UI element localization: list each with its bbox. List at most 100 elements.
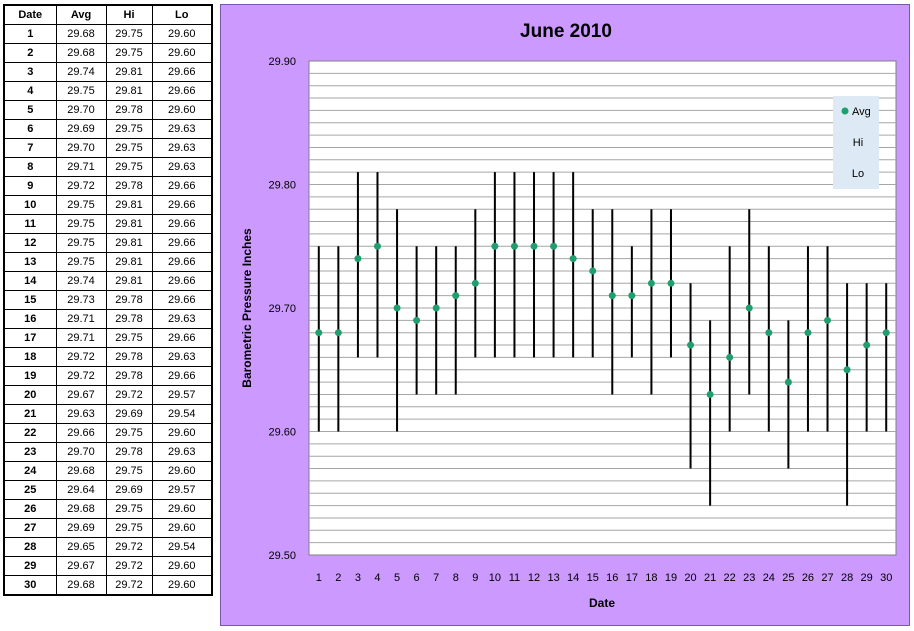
cell-lo: 29.63 (151, 442, 213, 462)
x-tick-label: 26 (802, 572, 814, 584)
avg-point (569, 255, 577, 263)
table-row: 19 29.72 29.78 29.66 (3, 366, 213, 386)
table-row: 5 29.70 29.78 29.60 (3, 100, 213, 120)
x-tick-label: 8 (453, 572, 459, 584)
table-row: 14 29.74 29.81 29.66 (3, 271, 213, 291)
cell-date: 22 (3, 423, 57, 443)
cell-hi: 29.81 (105, 62, 153, 82)
avg-point (413, 316, 421, 324)
avg-point (471, 279, 479, 287)
cell-avg: 29.74 (55, 271, 107, 291)
avg-point (824, 316, 832, 324)
data-table: Date Avg Hi Lo 1 29.68 29.75 29.60 2 29.68 29.… (3, 4, 213, 596)
chart-title: June 2010 (520, 21, 612, 42)
cell-date: 4 (3, 81, 57, 101)
avg-point (863, 341, 871, 349)
cell-lo: 29.66 (151, 214, 213, 234)
header-lo: Lo (151, 4, 213, 25)
cell-avg: 29.69 (55, 119, 107, 139)
cell-lo: 29.57 (151, 385, 213, 405)
table-row: 22 29.66 29.75 29.60 (3, 423, 213, 443)
table-row: 1 29.68 29.75 29.60 (3, 24, 213, 44)
cell-date: 1 (3, 24, 57, 44)
avg-point (628, 292, 636, 300)
table-row: 16 29.71 29.78 29.63 (3, 309, 213, 329)
legend-box (833, 96, 879, 189)
cell-hi: 29.75 (105, 157, 153, 177)
cell-lo: 29.66 (151, 176, 213, 196)
cell-avg: 29.71 (55, 328, 107, 348)
avg-point (765, 329, 773, 337)
avg-point (745, 304, 753, 312)
avg-point (804, 329, 812, 337)
avg-point (726, 353, 734, 361)
table-row: 6 29.69 29.75 29.63 (3, 119, 213, 139)
cell-hi: 29.75 (105, 43, 153, 63)
cell-hi: 29.72 (105, 575, 153, 596)
cell-avg: 29.70 (55, 442, 107, 462)
cell-lo: 29.60 (151, 24, 213, 44)
x-axis-label: Date (589, 596, 615, 610)
cell-avg: 29.68 (55, 499, 107, 519)
cell-hi: 29.81 (105, 195, 153, 215)
avg-point (510, 242, 518, 250)
table-row: 3 29.74 29.81 29.66 (3, 62, 213, 82)
cell-date: 10 (3, 195, 57, 215)
y-tick-label: 29.50 (268, 550, 296, 562)
cell-hi: 29.75 (105, 24, 153, 44)
avg-point (687, 341, 695, 349)
cell-avg: 29.65 (55, 537, 107, 557)
table-row: 17 29.71 29.75 29.66 (3, 328, 213, 348)
x-tick-label: 3 (355, 572, 361, 584)
cell-avg: 29.70 (55, 138, 107, 158)
x-tick-label: 25 (782, 572, 794, 584)
cell-lo: 29.60 (151, 461, 213, 481)
cell-hi: 29.81 (105, 214, 153, 234)
cell-date: 13 (3, 252, 57, 272)
avg-point (491, 242, 499, 250)
cell-lo: 29.66 (151, 366, 213, 386)
table-row: 11 29.75 29.81 29.66 (3, 214, 213, 234)
table-row: 27 29.69 29.75 29.60 (3, 518, 213, 538)
cell-avg: 29.75 (55, 214, 107, 234)
cell-avg: 29.68 (55, 575, 107, 596)
cell-date: 18 (3, 347, 57, 367)
table-row: 25 29.64 29.69 29.57 (3, 480, 213, 500)
cell-avg: 29.75 (55, 252, 107, 272)
x-tick-label: 9 (472, 572, 478, 584)
cell-date: 24 (3, 461, 57, 481)
cell-date: 2 (3, 43, 57, 63)
x-tick-label: 15 (587, 572, 599, 584)
cell-hi: 29.75 (105, 423, 153, 443)
header-hi: Hi (105, 4, 153, 25)
avg-point (784, 378, 792, 386)
x-tick-label: 21 (704, 572, 716, 584)
x-tick-label: 14 (567, 572, 579, 584)
cell-date: 21 (3, 404, 57, 424)
cell-lo: 29.60 (151, 100, 213, 120)
x-tick-label: 28 (841, 572, 853, 584)
table-row: 30 29.68 29.72 29.60 (3, 575, 213, 596)
cell-avg: 29.75 (55, 195, 107, 215)
y-tick-label: 29.90 (268, 56, 296, 68)
cell-hi: 29.81 (105, 233, 153, 253)
cell-date: 28 (3, 537, 57, 557)
table-row: 8 29.71 29.75 29.63 (3, 157, 213, 177)
cell-avg: 29.70 (55, 100, 107, 120)
x-tick-label: 30 (880, 572, 892, 584)
cell-avg: 29.68 (55, 461, 107, 481)
table-row: 28 29.65 29.72 29.54 (3, 537, 213, 557)
cell-date: 11 (3, 214, 57, 234)
x-tick-label: 23 (743, 572, 755, 584)
cell-date: 7 (3, 138, 57, 158)
cell-date: 15 (3, 290, 57, 310)
cell-lo: 29.66 (151, 271, 213, 291)
cell-hi: 29.78 (105, 366, 153, 386)
cell-lo: 29.66 (151, 252, 213, 272)
table-row: 13 29.75 29.81 29.66 (3, 252, 213, 272)
x-tick-label: 4 (374, 572, 380, 584)
table-row: 26 29.68 29.75 29.60 (3, 499, 213, 519)
x-tick-label: 29 (861, 572, 873, 584)
avg-point (667, 279, 675, 287)
legend: Avg Hi Lo (833, 96, 879, 189)
